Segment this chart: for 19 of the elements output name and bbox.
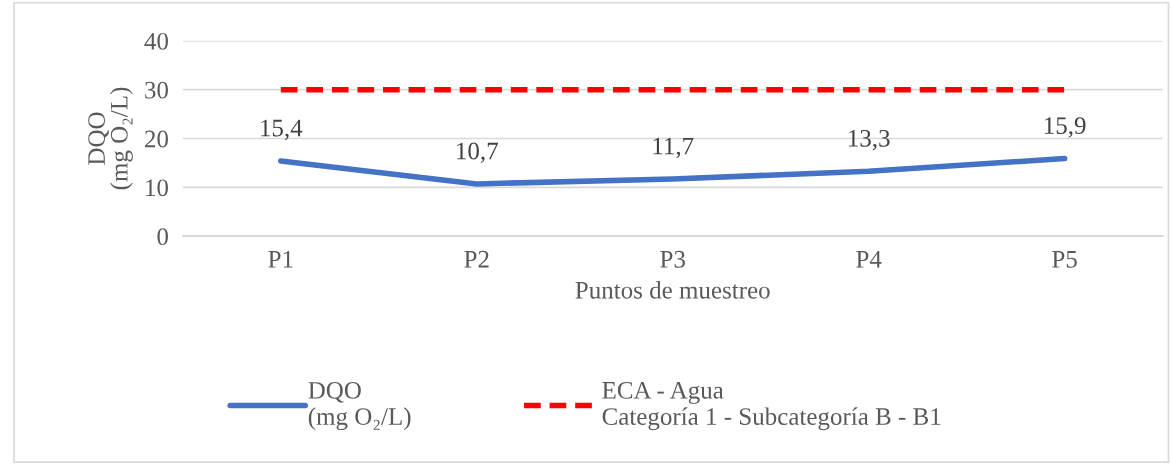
- data-label: 15,9: [1044, 117, 1086, 138]
- x-tick-label: P3: [660, 250, 685, 268]
- legend-label: DQO (mg O₂/L): [308, 382, 411, 431]
- y-tick-label: 10: [146, 179, 168, 197]
- y-tick-label: 30: [145, 81, 168, 99]
- x-axis-title: Puntos de muestreo: [575, 281, 770, 299]
- x-tick-label: P2: [464, 250, 489, 268]
- legend-label: ECA - Agua Categoría 1 - Subcategoría B - B1: [602, 381, 941, 431]
- y-tick-label: 0: [157, 228, 168, 246]
- data-label: 13,3: [849, 129, 890, 151]
- data-label: 11,7: [653, 137, 694, 159]
- x-tick-label: P4: [856, 250, 882, 268]
- y-axis-title: DQO (mg O₂/L): [88, 87, 133, 190]
- y-tick-label: 20: [145, 130, 168, 148]
- x-tick-label: P1: [268, 250, 293, 268]
- x-tick-label: P5: [1052, 251, 1077, 268]
- data-label: 15,4: [261, 119, 303, 141]
- data-label: 10,7: [457, 142, 498, 163]
- y-tick-label: 40: [144, 32, 168, 50]
